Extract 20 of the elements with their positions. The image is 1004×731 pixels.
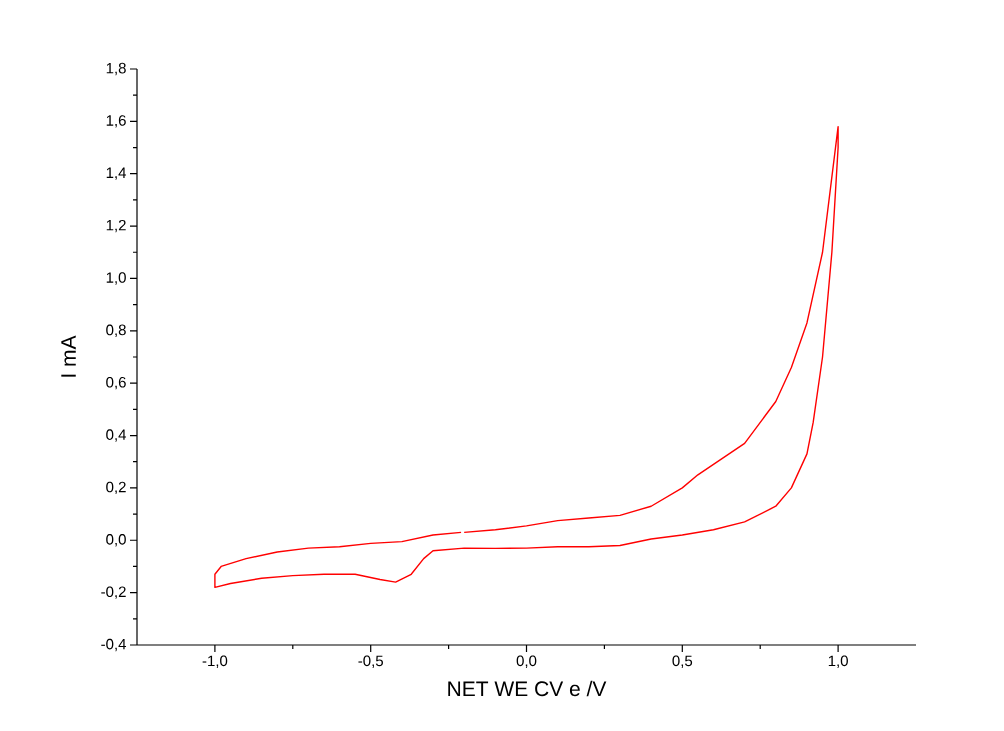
y-tick-label: 1,2 [106, 219, 126, 233]
x-tick-label: 0,0 [516, 655, 537, 668]
y-tick-label: 0,6 [106, 376, 126, 390]
x-tick-label: -0,5 [358, 655, 383, 668]
y-tick-label: 1,0 [106, 272, 126, 285]
y-tick-label: -0,2 [101, 586, 126, 599]
x-axis-title: NET WE CV e /V [448, 680, 607, 697]
y-tick-label: 0,0 [106, 534, 126, 547]
x-tick-label: 1,0 [828, 655, 848, 668]
y-tick-label: 1,8 [106, 62, 126, 76]
y-tick-label: -0,4 [101, 638, 127, 652]
x-tick-label: -1,0 [202, 655, 228, 668]
y-axis-title: I mA [61, 335, 76, 377]
y-tick-label: 1,4 [106, 167, 127, 180]
y-tick-label: 0,4 [106, 429, 127, 442]
y-tick-label: 0,2 [106, 481, 126, 495]
y-tick-label: 0,8 [106, 324, 126, 337]
x-tick-label: 0,5 [672, 655, 693, 668]
y-tick-label: 1,6 [106, 115, 126, 128]
line-series [214, 125, 839, 589]
